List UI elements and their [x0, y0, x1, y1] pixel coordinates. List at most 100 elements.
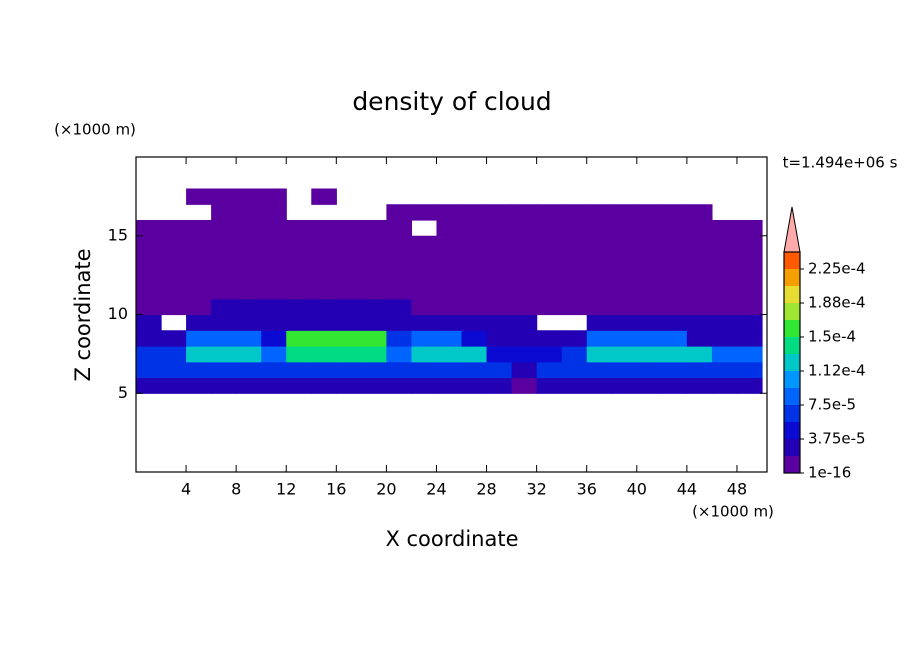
contour-cell	[636, 235, 663, 253]
contour-cell	[561, 346, 588, 363]
contour-cell	[411, 377, 438, 394]
contour-cell	[686, 298, 713, 316]
contour-cell	[186, 330, 212, 347]
contour-cell	[661, 235, 688, 253]
contour-cell	[211, 204, 237, 221]
contour-cell	[186, 267, 212, 284]
contour-cell	[586, 330, 613, 347]
contour-cell	[586, 314, 613, 331]
contour-cell	[661, 314, 688, 331]
time-annotation: t=1.494e+06 s	[783, 154, 898, 172]
contour-cell	[661, 204, 688, 221]
contour-cell	[236, 251, 262, 268]
contour-cell	[586, 377, 613, 394]
contour-cell	[611, 235, 638, 253]
contour-cell	[136, 330, 162, 347]
contour-cell	[736, 298, 763, 316]
contour-cell	[436, 283, 463, 300]
contour-cell	[136, 346, 162, 363]
contour-cell	[186, 283, 212, 300]
contour-cell	[311, 267, 337, 284]
contour-cell	[361, 235, 387, 253]
contour-cell	[286, 283, 312, 300]
x-tick-label: 4	[181, 480, 191, 499]
contour-cell	[461, 346, 488, 363]
contour-cell	[486, 283, 513, 300]
contour-cell	[736, 267, 763, 284]
contour-cell	[136, 298, 162, 316]
contour-cell	[261, 188, 287, 205]
contour-cell	[236, 235, 262, 253]
contour-cell	[411, 267, 438, 284]
contour-cell	[461, 251, 488, 268]
contour-cell	[486, 361, 513, 379]
contour-cell	[186, 235, 212, 253]
contour-cell	[161, 298, 187, 316]
x-tick-label: 36	[577, 480, 597, 499]
contour-cell	[361, 267, 387, 284]
contour-cell	[461, 361, 488, 379]
contour-cell	[536, 377, 563, 394]
contour-cell	[711, 283, 738, 300]
contour-cell	[386, 204, 413, 221]
contour-cell	[261, 283, 287, 300]
contour-cell	[236, 314, 262, 331]
contour-cell	[636, 220, 663, 237]
contour-cell	[411, 314, 438, 331]
contour-cell	[711, 267, 738, 284]
contour-cell	[311, 251, 337, 268]
contour-cell	[511, 267, 538, 284]
x-tick-label: 28	[476, 480, 496, 499]
contour-cell	[386, 283, 413, 300]
contour-cell	[586, 235, 613, 253]
contour-cell	[511, 235, 538, 253]
contour-cell	[136, 251, 162, 268]
contour-cell	[211, 298, 237, 316]
contour-cell	[511, 361, 538, 379]
contour-cell	[736, 283, 763, 300]
contour-cell	[586, 346, 613, 363]
contour-cell	[161, 346, 187, 363]
contour-cell	[536, 346, 563, 363]
x-axis-label: X coordinate	[385, 527, 518, 551]
contour-cell	[336, 220, 362, 237]
contour-cell	[386, 314, 413, 331]
contour-cell	[486, 267, 513, 284]
contour-cell	[286, 251, 312, 268]
contour-cell	[311, 220, 337, 237]
contour-cell	[436, 361, 463, 379]
contour-cell	[436, 235, 463, 253]
contour-cell	[461, 298, 488, 316]
contour-cell	[511, 204, 538, 221]
contour-cell	[686, 204, 713, 221]
contour-cell	[711, 346, 738, 363]
x-tick-label: 24	[426, 480, 446, 499]
y-unit: (×1000 m)	[54, 121, 136, 139]
contour-cell	[686, 220, 713, 237]
contour-cell	[686, 267, 713, 284]
contour-cell	[736, 361, 763, 379]
contour-cell	[436, 330, 463, 347]
contour-cell	[611, 314, 638, 331]
contour-cell	[636, 314, 663, 331]
contour-cell	[636, 377, 663, 394]
contour-cell	[561, 298, 588, 316]
contour-cell	[286, 314, 312, 331]
colorbar-tick-label: 7.5e-5	[808, 396, 856, 414]
contour-cell	[686, 377, 713, 394]
contour-cell	[361, 346, 387, 363]
contour-cell	[261, 361, 287, 379]
contour-cell	[361, 251, 387, 268]
colorbar-band	[784, 286, 800, 303]
x-tick-label: 40	[627, 480, 647, 499]
contour-cell	[211, 361, 237, 379]
contour-cell	[136, 267, 162, 284]
colorbar-band	[784, 388, 800, 405]
contour-cell	[211, 251, 237, 268]
contour-cell	[211, 314, 237, 331]
contour-cell	[686, 346, 713, 363]
contour-cell	[261, 314, 287, 331]
contour-cell	[536, 220, 563, 237]
contour-cell	[686, 330, 713, 347]
